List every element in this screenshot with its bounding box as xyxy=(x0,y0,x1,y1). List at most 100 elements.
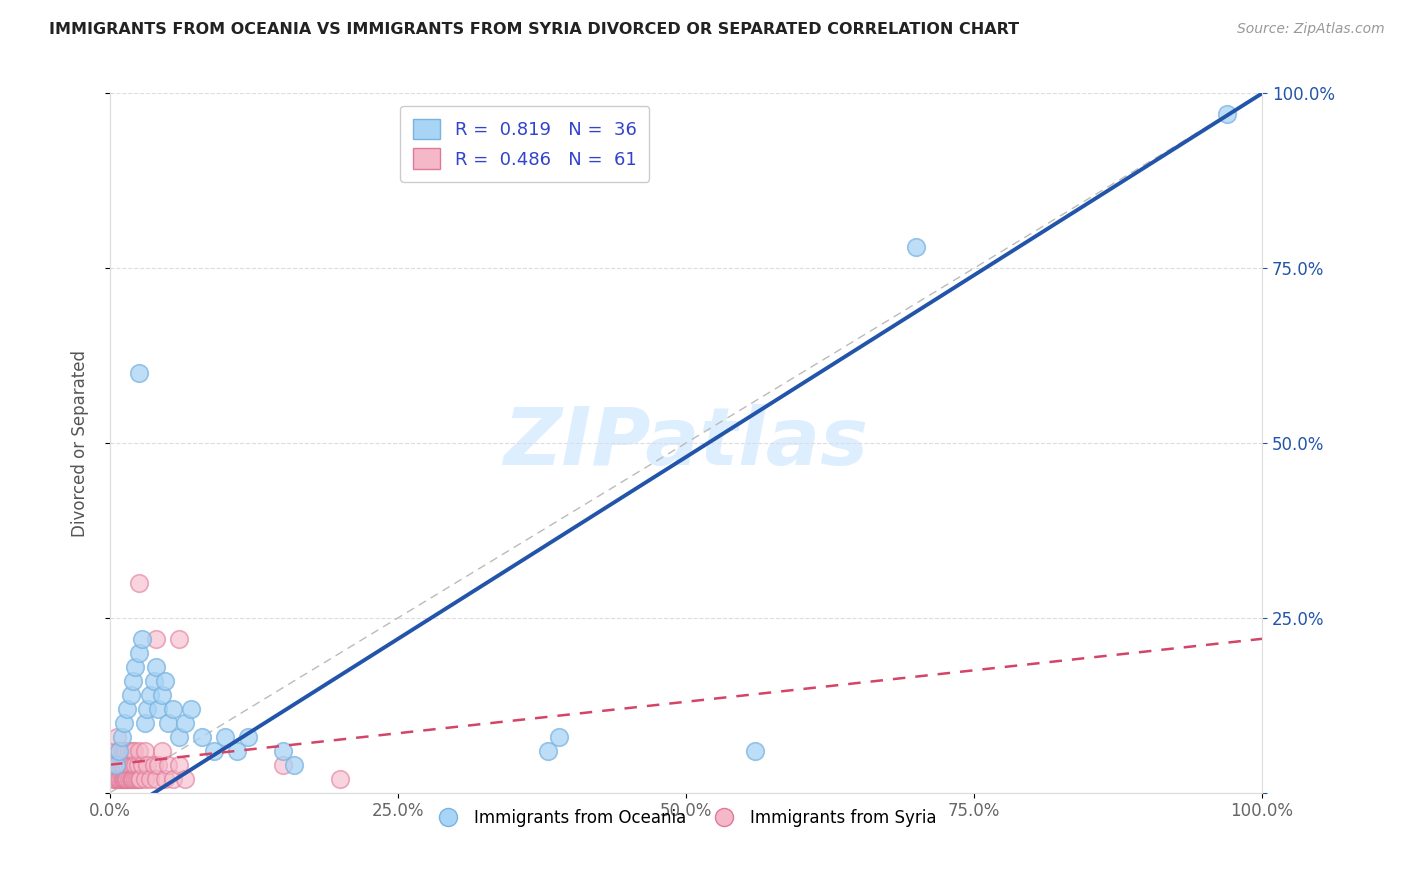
Point xyxy=(128,366,150,380)
Point xyxy=(122,744,145,758)
Text: IMMIGRANTS FROM OCEANIA VS IMMIGRANTS FROM SYRIA DIVORCED OR SEPARATED CORRELATI: IMMIGRANTS FROM OCEANIA VS IMMIGRANTS FR… xyxy=(49,22,1019,37)
Point xyxy=(122,772,145,786)
Point xyxy=(180,702,202,716)
Point xyxy=(114,757,136,772)
Text: Source: ZipAtlas.com: Source: ZipAtlas.com xyxy=(1237,22,1385,37)
Point xyxy=(112,772,135,786)
Y-axis label: Divorced or Separated: Divorced or Separated xyxy=(72,350,89,536)
Point xyxy=(115,772,138,786)
Point xyxy=(139,688,162,702)
Legend: Immigrants from Oceania, Immigrants from Syria: Immigrants from Oceania, Immigrants from… xyxy=(429,802,943,833)
Point xyxy=(150,744,173,758)
Point xyxy=(110,757,132,772)
Point xyxy=(148,757,170,772)
Point xyxy=(110,744,132,758)
Point xyxy=(101,772,124,786)
Point xyxy=(142,757,165,772)
Point xyxy=(537,744,560,758)
Point xyxy=(104,772,127,786)
Point xyxy=(1216,107,1239,121)
Point xyxy=(150,688,173,702)
Point xyxy=(117,772,139,786)
Point xyxy=(225,744,247,758)
Point xyxy=(122,757,145,772)
Point xyxy=(145,772,167,786)
Point xyxy=(111,772,134,786)
Point xyxy=(145,632,167,646)
Point xyxy=(155,772,177,786)
Point xyxy=(118,757,141,772)
Point xyxy=(162,772,184,786)
Point xyxy=(122,673,145,688)
Point xyxy=(107,757,129,772)
Point xyxy=(104,772,127,786)
Point xyxy=(124,772,146,786)
Point xyxy=(136,757,159,772)
Point xyxy=(121,744,143,758)
Point xyxy=(107,772,129,786)
Point xyxy=(191,730,214,744)
Point xyxy=(134,772,156,786)
Point xyxy=(131,757,153,772)
Point xyxy=(134,744,156,758)
Text: ZIPatlas: ZIPatlas xyxy=(503,404,869,482)
Point xyxy=(120,772,142,786)
Point xyxy=(271,757,294,772)
Point xyxy=(120,688,142,702)
Point xyxy=(110,772,132,786)
Point xyxy=(131,632,153,646)
Point xyxy=(142,673,165,688)
Point xyxy=(134,715,156,730)
Point xyxy=(125,772,148,786)
Point xyxy=(174,772,197,786)
Point xyxy=(548,730,571,744)
Point xyxy=(104,757,127,772)
Point xyxy=(136,702,159,716)
Point xyxy=(128,772,150,786)
Point xyxy=(105,730,128,744)
Point xyxy=(108,744,131,758)
Point xyxy=(111,757,134,772)
Point xyxy=(117,702,139,716)
Point xyxy=(162,702,184,716)
Point xyxy=(129,772,152,786)
Point xyxy=(744,744,766,758)
Point xyxy=(214,730,236,744)
Point xyxy=(108,772,131,786)
Point xyxy=(112,715,135,730)
Point xyxy=(905,240,928,254)
Point xyxy=(167,757,190,772)
Point xyxy=(124,757,146,772)
Point xyxy=(105,757,128,772)
Point xyxy=(271,744,294,758)
Point xyxy=(127,757,149,772)
Point xyxy=(110,757,132,772)
Point xyxy=(202,744,225,758)
Point xyxy=(103,757,125,772)
Point xyxy=(139,772,162,786)
Point xyxy=(110,772,132,786)
Point xyxy=(283,757,305,772)
Point xyxy=(124,660,146,674)
Point xyxy=(167,632,190,646)
Point xyxy=(117,744,139,758)
Point xyxy=(110,730,132,744)
Point xyxy=(128,575,150,590)
Point xyxy=(115,744,138,758)
Point xyxy=(238,730,260,744)
Point xyxy=(112,744,135,758)
Point xyxy=(117,757,139,772)
Point xyxy=(329,772,352,786)
Point xyxy=(104,744,127,758)
Point xyxy=(156,715,179,730)
Point xyxy=(128,646,150,660)
Point xyxy=(155,673,177,688)
Point xyxy=(114,772,136,786)
Point xyxy=(167,730,190,744)
Point xyxy=(108,744,131,758)
Point xyxy=(121,772,143,786)
Point xyxy=(117,772,139,786)
Point xyxy=(148,702,170,716)
Point xyxy=(156,757,179,772)
Point xyxy=(145,660,167,674)
